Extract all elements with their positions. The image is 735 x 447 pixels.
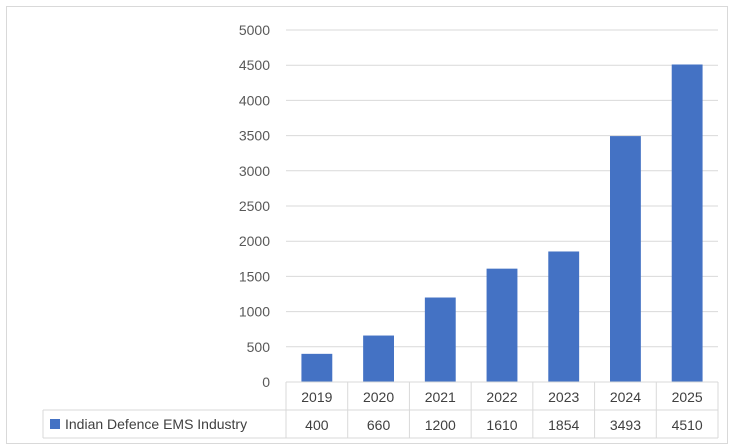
y-tick-label: 4500 — [239, 57, 270, 73]
y-tick-label: 2000 — [239, 233, 270, 249]
data-table-value: 660 — [367, 417, 391, 433]
y-tick-label: 0 — [262, 374, 270, 390]
data-table-value: 3493 — [610, 417, 641, 433]
x-tick-label: 2022 — [486, 389, 517, 405]
y-axis-tick-labels: 0 500 1000 1500 2000 2500 3000 3500 4000 4500 5000 — [239, 22, 270, 390]
data-table-value: 4510 — [672, 417, 703, 433]
data-table-value: 1854 — [548, 417, 579, 433]
legend-key — [50, 419, 60, 429]
y-tick-label: 1500 — [239, 268, 270, 284]
y-tick-label: 3000 — [239, 163, 270, 179]
bar-2019 — [301, 353, 333, 382]
x-tick-label: 2021 — [425, 389, 456, 405]
bar-2022 — [486, 268, 518, 382]
bar-2024 — [610, 136, 641, 382]
gridlines — [286, 29, 718, 348]
data-table-value: 1610 — [486, 417, 517, 433]
y-tick-label: 1000 — [239, 304, 270, 320]
bar-2020 — [363, 335, 394, 382]
x-tick-label: 2025 — [672, 389, 703, 405]
legend-series-name: Indian Defence EMS Industry — [65, 416, 247, 432]
x-tick-label: 2024 — [610, 389, 641, 405]
y-tick-label: 5000 — [239, 22, 270, 38]
data-table-value: 1200 — [425, 417, 456, 433]
y-tick-label: 4000 — [239, 92, 270, 108]
bar-2023 — [548, 251, 580, 382]
x-tick-label: 2019 — [301, 389, 332, 405]
bar-2021 — [424, 297, 456, 382]
y-tick-label: 3500 — [239, 128, 270, 144]
bars — [301, 64, 703, 382]
x-tick-label: 2023 — [548, 389, 579, 405]
y-tick-label: 2500 — [239, 198, 270, 214]
bar-2025 — [671, 64, 703, 382]
y-tick-label: 500 — [247, 339, 271, 355]
data-table-value: 400 — [305, 417, 329, 433]
data-table: 2019 2020 2021 2022 2023 2024 2025 400 660 1200 16… — [42, 381, 719, 439]
x-tick-label: 2020 — [363, 389, 394, 405]
